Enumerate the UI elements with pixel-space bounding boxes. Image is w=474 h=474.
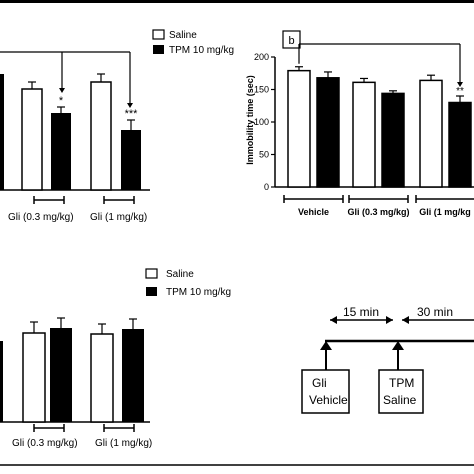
panel-c-bar-gli03-saline [22,332,46,423]
legend-c-saline-label: Saline [166,269,194,280]
timeline-event-arrowhead-1 [320,341,332,350]
panel-b-y-tick-label: 150 [254,85,269,95]
legend-c-tpm-label: TPM 10 mg/kg [166,287,231,298]
timeline-arrowhead-left [330,316,337,324]
legend-saline-label: Saline [169,30,197,41]
panel-b-bar [316,77,340,188]
timeline-event-arrowhead-2 [392,341,404,350]
panel-b-bar [448,101,472,188]
timeline-interval-1: 15 min [343,305,379,319]
panel-b-bar [352,81,376,188]
panel-b-bars [287,66,472,188]
legend-tpm-swatch [153,45,164,54]
panel-a-bar-gli1-tpm [121,130,141,190]
panel-c: Saline TPM 10 mg/kg Gli (0.3 mg/kg) Gli … [0,268,231,449]
panel-a-sig-2: *** [125,108,139,120]
panel-a-bar-gli03-tpm [51,113,71,190]
panel-b-sig: ** [456,86,464,97]
panel-c-bar-gli1-saline [90,333,114,423]
panel-c-bar-gli03-tpm [50,328,72,422]
panel-a-bar-vehicle-tpm [0,74,4,190]
panel-b-label-box [282,30,301,49]
panel-b-bar [287,69,311,188]
timeline-event-box-1 [301,369,350,414]
timeline-event-box-2 [378,369,424,414]
panel-a-bracket-arrow-1 [59,88,65,93]
timeline-arrowhead-right [386,316,393,324]
panel-c-group-label-gli1: Gli (1 mg/kg) [95,438,152,449]
panel-c-bar-gli1-tpm [122,329,144,422]
timeline: 15 min 30 min Gli Vehicle TPM Saline [301,305,474,414]
timeline-event-2-line2: Saline [383,393,417,407]
timeline-event-1-line2: Vehicle [309,393,348,407]
panel-b-group-label: Gli (0.3 mg/kg) [347,207,409,217]
panel-a-bar-gli03-saline [21,88,43,191]
panel-a-sig-1: * [59,95,64,107]
panel-b-bar [381,92,405,188]
panel-b-groups: Vehicle Gli (0.3 mg/kg) Gli (1 mg/kg [283,195,474,217]
panel-b-y-tick-label: 0 [264,182,269,192]
panel-b-label: b [288,35,294,47]
panel-b-bar [419,79,443,188]
panel-c-bar-vehicle-tpm [0,341,3,422]
panel-a: * *** Gli (0.3 mg/kg) Gli (1 mg/kg) Sali… [0,29,234,223]
panel-b-comparison: ** [298,43,464,97]
panel-b-y-tick-label: 50 [259,150,269,160]
panel-c-group-label-gli03: Gli (0.3 mg/kg) [12,438,78,449]
panel-a-bracket-arrow-2 [127,103,133,108]
legend-c-saline-swatch [145,268,158,279]
panel-a-bar-gli1-saline [90,81,112,191]
panel-a-group-label-gli1: Gli (1 mg/kg) [90,212,147,223]
legend-c-tpm-swatch [146,287,157,296]
panel-b-group-label: Vehicle [298,207,329,217]
timeline-arrowhead-left [402,316,409,324]
panel-b-y-axis-label: Immobility time (sec) [245,75,255,165]
panel-b-bracket-arrow [457,82,463,87]
panel-a-group-label-gli03: Gli (0.3 mg/kg) [8,212,74,223]
legend-saline-swatch [152,29,165,40]
timeline-interval-2: 30 min [417,305,453,319]
timeline-event-1-line1: Gli [312,376,327,390]
panel-b-group-label: Gli (1 mg/kg [419,207,471,217]
legend-tpm-label: TPM 10 mg/kg [169,45,234,56]
panel-b-y-tick-label: 100 [254,117,269,127]
panel-b-y-tick-label: 200 [254,52,269,62]
timeline-event-2-line1: TPM [389,376,414,390]
